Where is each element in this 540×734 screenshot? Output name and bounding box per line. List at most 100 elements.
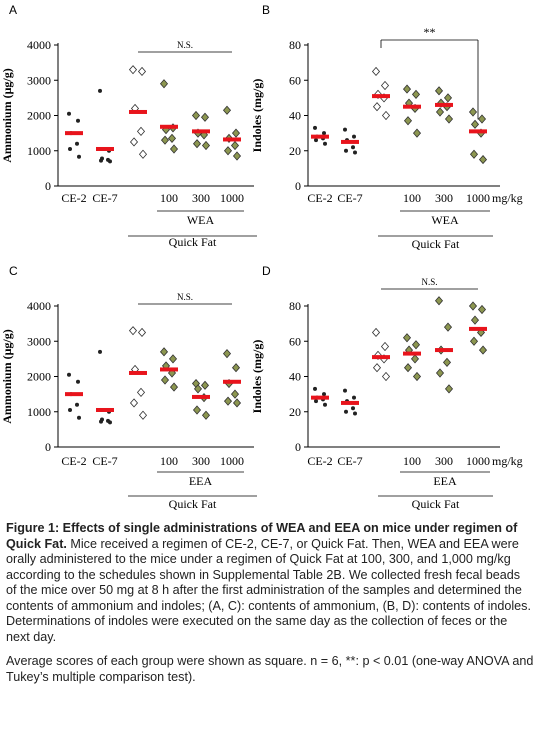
outer-label: Quick Fat bbox=[412, 497, 460, 511]
x-tick-label: 100 bbox=[403, 454, 421, 468]
data-point bbox=[403, 363, 413, 373]
y-tick-label: 4000 bbox=[27, 299, 51, 313]
data-point bbox=[323, 141, 327, 146]
data-point bbox=[168, 354, 178, 364]
mean-bar bbox=[469, 129, 487, 134]
y-tick-label: 0 bbox=[295, 440, 301, 454]
y-tick-label: 80 bbox=[289, 38, 301, 52]
mean-bar bbox=[160, 124, 178, 129]
data-point bbox=[403, 116, 413, 126]
data-point bbox=[351, 406, 355, 411]
data-point bbox=[478, 345, 488, 355]
data-point bbox=[160, 375, 170, 385]
mean-bar bbox=[65, 392, 83, 397]
y-tick-label: 0 bbox=[295, 179, 301, 193]
data-point bbox=[77, 154, 81, 159]
data-point bbox=[411, 89, 421, 99]
data-point bbox=[138, 149, 148, 159]
y-tick-label: 2000 bbox=[27, 370, 51, 384]
mean-bar bbox=[223, 379, 241, 384]
y-axis-label: Indoles (mg/g) bbox=[250, 340, 264, 414]
mean-bar bbox=[192, 129, 210, 134]
data-point bbox=[444, 114, 454, 124]
y-tick-label: 2000 bbox=[27, 109, 51, 123]
data-point bbox=[136, 126, 146, 136]
figure-caption: Figure 1: Effects of single administrati… bbox=[6, 521, 534, 685]
x-tick-label: CE-7 bbox=[92, 454, 117, 468]
mean-bar bbox=[403, 351, 421, 356]
data-point bbox=[222, 105, 232, 115]
data-point bbox=[223, 146, 233, 156]
mean-bar bbox=[469, 326, 487, 331]
caption-title: Figure 1: Effects of single administrati… bbox=[6, 521, 518, 551]
data-point bbox=[137, 327, 147, 338]
x-tick-label: CE-2 bbox=[307, 191, 332, 205]
y-tick-label: 60 bbox=[289, 73, 301, 87]
mean-bar bbox=[372, 94, 390, 99]
data-point bbox=[128, 326, 138, 336]
data-point bbox=[67, 372, 71, 377]
data-point bbox=[353, 150, 357, 155]
caption-note: Average scores of each group were shown … bbox=[6, 654, 534, 684]
data-point bbox=[75, 402, 79, 407]
data-point bbox=[99, 419, 103, 424]
x-tick-label: 1000 bbox=[466, 454, 490, 468]
x-tick-label: 300 bbox=[435, 454, 453, 468]
data-point bbox=[470, 315, 480, 325]
data-point bbox=[352, 395, 356, 400]
mean-bar bbox=[96, 407, 114, 412]
data-point bbox=[200, 380, 210, 390]
mean-bar bbox=[96, 146, 114, 151]
y-tick-label: 3000 bbox=[27, 334, 51, 348]
x-tick-label: CE-2 bbox=[307, 454, 332, 468]
data-point bbox=[444, 384, 454, 394]
x-tick-label: CE-7 bbox=[92, 191, 117, 205]
data-point bbox=[167, 133, 177, 144]
data-point bbox=[410, 354, 420, 364]
mean-bar bbox=[403, 104, 421, 109]
x-tick-label: 1000 bbox=[220, 454, 244, 468]
data-point bbox=[108, 420, 112, 425]
data-point bbox=[128, 65, 138, 75]
x-tick-label: 1000 bbox=[220, 191, 244, 205]
data-point bbox=[99, 158, 103, 163]
data-point bbox=[322, 392, 326, 397]
significance-label: N.S. bbox=[421, 277, 437, 287]
data-point bbox=[469, 149, 479, 159]
data-point bbox=[344, 148, 348, 153]
data-point bbox=[129, 398, 139, 408]
data-point bbox=[313, 386, 317, 391]
data-point bbox=[435, 107, 445, 117]
data-point bbox=[192, 139, 202, 149]
mean-bar bbox=[192, 394, 210, 399]
outer-label: Quick Fat bbox=[169, 497, 217, 511]
y-tick-label: 3000 bbox=[27, 73, 51, 87]
data-point bbox=[231, 128, 241, 138]
data-point bbox=[352, 134, 356, 139]
data-point bbox=[402, 333, 412, 343]
mean-bar bbox=[435, 348, 453, 353]
data-point bbox=[199, 130, 209, 140]
data-point bbox=[191, 110, 201, 121]
data-point bbox=[435, 368, 445, 378]
data-point bbox=[75, 141, 79, 146]
data-point bbox=[68, 407, 72, 412]
data-point bbox=[76, 379, 80, 384]
y-tick-label: 1000 bbox=[27, 144, 51, 158]
mean-bar bbox=[311, 134, 329, 139]
significance-label: N.S. bbox=[177, 292, 193, 302]
data-point bbox=[380, 341, 390, 352]
y-axis-label: Ammonium (μg/g) bbox=[0, 68, 14, 162]
mean-bar bbox=[160, 367, 178, 372]
y-tick-label: 40 bbox=[289, 109, 301, 123]
mean-bar bbox=[223, 137, 241, 142]
x-tick-label: CE-7 bbox=[337, 191, 362, 205]
data-point bbox=[98, 349, 102, 354]
x-tick-label: 100 bbox=[403, 191, 421, 205]
data-point bbox=[67, 111, 71, 116]
x-tick-label: 300 bbox=[435, 191, 453, 205]
data-point bbox=[230, 140, 240, 151]
outer-label: Quick Fat bbox=[169, 235, 217, 249]
mean-bar bbox=[129, 109, 147, 114]
x-tick-label: CE-2 bbox=[61, 454, 86, 468]
